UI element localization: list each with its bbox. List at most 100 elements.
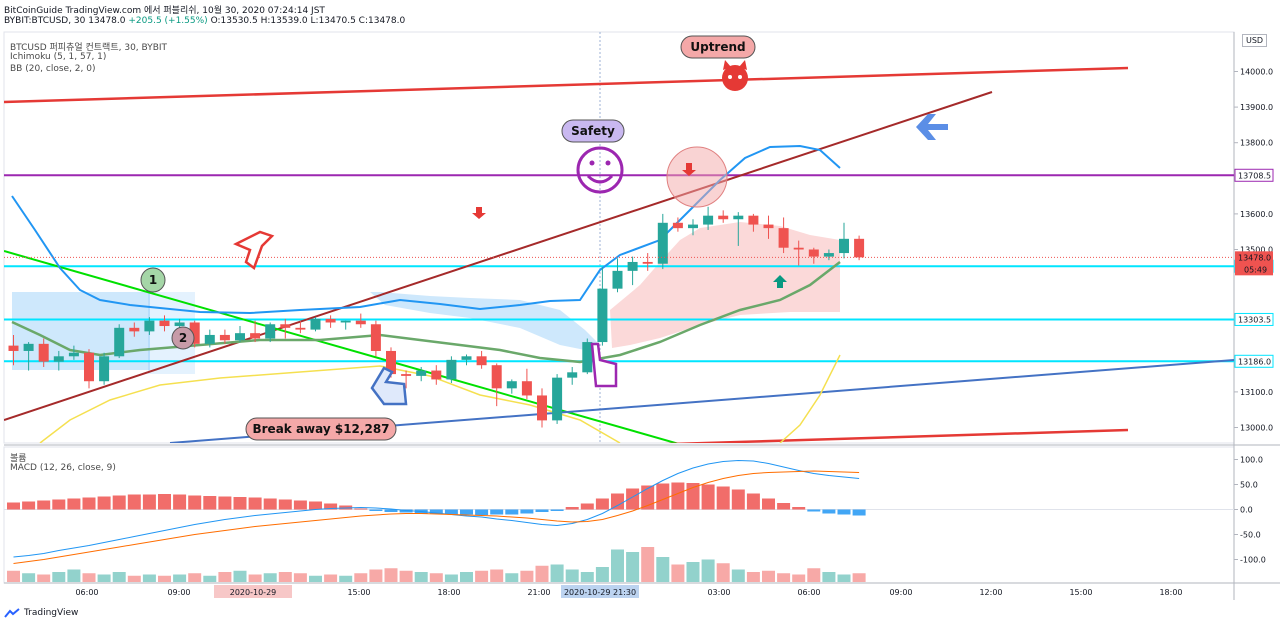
- volume-bar: [505, 573, 519, 582]
- candle-body: [597, 288, 608, 343]
- macd-histogram-bar: [565, 507, 579, 510]
- macd-histogram-bar: [82, 497, 96, 510]
- volume-bar: [686, 562, 700, 582]
- macd-histogram-bar: [37, 500, 51, 510]
- candle-body: [431, 370, 442, 380]
- candle: [476, 350, 487, 369]
- candle: [763, 215, 774, 239]
- candle-body: [688, 224, 698, 229]
- volume-bar: [203, 575, 217, 582]
- macd-histogram-bar: [233, 497, 247, 510]
- legend-ichimoku[interactable]: Ichimoku (5, 1, 57, 1): [10, 52, 107, 62]
- candle-body: [310, 318, 321, 330]
- candle-body: [537, 395, 547, 421]
- macd-histogram-bar: [263, 498, 277, 510]
- time-tick-label: 06:00: [75, 588, 98, 597]
- time-highlight-box: [561, 585, 639, 598]
- macd-histogram-bar: [293, 500, 307, 510]
- candle-body: [250, 333, 261, 339]
- price-tick-label: 13100.0: [1240, 388, 1273, 397]
- candle: [340, 320, 351, 330]
- open-label: O:13530.5: [210, 16, 258, 26]
- candle-body: [627, 261, 638, 271]
- candle: [718, 210, 729, 223]
- volume-bar: [807, 568, 821, 582]
- price-tick-label: 13800.0: [1240, 139, 1273, 148]
- candle: [204, 329, 215, 348]
- volume-bar: [173, 574, 187, 582]
- level-price-badge: [1234, 312, 1274, 326]
- macd-histogram-bar: [716, 486, 730, 510]
- down-arrow-icon: [682, 163, 696, 176]
- volume-bar: [490, 569, 504, 582]
- volume-bar: [127, 575, 141, 582]
- candle-body: [808, 249, 819, 257]
- candle-body: [84, 352, 94, 382]
- candle-body: [733, 215, 744, 220]
- currency-button[interactable]: USD: [1242, 34, 1268, 47]
- candle: [552, 374, 563, 424]
- breakaway-bubble: [245, 417, 397, 441]
- volume-bar: [218, 572, 232, 582]
- legend-volume[interactable]: 볼륨: [10, 454, 27, 464]
- rising-channel-line: [4, 91, 993, 421]
- blue-hand-icon: [370, 366, 408, 406]
- candle-body: [552, 377, 563, 421]
- symbol-label: BYBIT:BTCUSD, 30: [4, 16, 86, 26]
- macd-tick-label: 50.0: [1240, 481, 1258, 490]
- macd-histogram-bar: [127, 494, 141, 510]
- volume-bar: [444, 574, 458, 582]
- candle-body: [23, 343, 34, 351]
- legend-macd[interactable]: MACD (12, 26, close, 9): [10, 463, 116, 473]
- last-price-label: 13478.0: [88, 16, 126, 26]
- legend-bb[interactable]: BB (20, close, 2, 0): [10, 64, 96, 74]
- macd-histogram-bar: [67, 498, 81, 510]
- macd-histogram-bar: [158, 494, 171, 510]
- candle: [23, 342, 34, 371]
- volume-bar: [520, 570, 534, 582]
- candle: [854, 235, 865, 261]
- candle-body: [174, 322, 185, 327]
- macd-histogram-bar: [475, 509, 489, 515]
- volume-bar: [822, 572, 836, 582]
- candle-body: [189, 322, 200, 344]
- volume-bar: [158, 575, 171, 582]
- volume-bar: [369, 569, 383, 582]
- volume-bar: [142, 574, 156, 582]
- last-price-label: 13478.0: [1238, 253, 1271, 262]
- candle: [567, 366, 578, 385]
- candle: [235, 326, 245, 343]
- macd-histogram-bar: [490, 509, 504, 515]
- candle: [461, 354, 472, 366]
- candle-body: [340, 320, 351, 323]
- macd-histogram-bar: [97, 496, 111, 510]
- volume-bar: [233, 570, 247, 582]
- candle-body: [763, 224, 774, 229]
- candle: [401, 370, 412, 389]
- up-arrow-icon: [773, 275, 787, 288]
- candle-body: [325, 318, 336, 323]
- candle-body: [793, 247, 804, 250]
- macd-signal-line: [13, 470, 860, 564]
- macd-tick-label: 100.0: [1240, 456, 1263, 465]
- volume-bar: [746, 572, 760, 582]
- volume-bar: [37, 574, 51, 582]
- candle: [68, 345, 79, 360]
- candle-body: [416, 370, 427, 376]
- macd-histogram-bar: [595, 498, 609, 510]
- marker-2-bubble: [171, 326, 195, 350]
- candle: [325, 315, 336, 328]
- candle: [582, 338, 593, 375]
- macd-histogram-bar: [762, 498, 775, 510]
- countdown-label: 05:49: [1244, 265, 1267, 274]
- macd-histogram-bar: [444, 509, 458, 515]
- macd-histogram-bar: [671, 482, 685, 510]
- tenkan-sen-line: [11, 144, 841, 315]
- candle: [748, 213, 759, 232]
- candle-body: [129, 327, 140, 332]
- candle-body: [718, 215, 729, 220]
- time-tick-label: 21:00: [527, 588, 550, 597]
- volume-bar: [460, 572, 473, 582]
- macd-histogram-bar: [248, 497, 262, 510]
